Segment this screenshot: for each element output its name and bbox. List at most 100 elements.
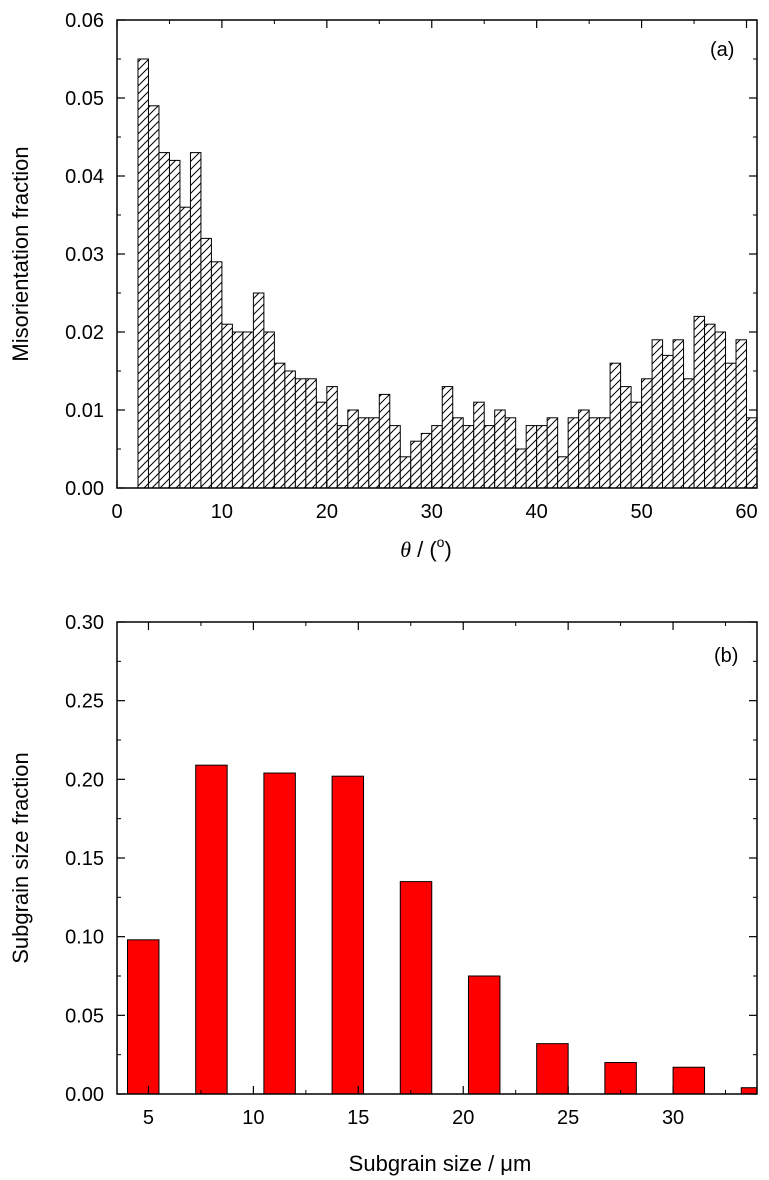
x-tick-label: 40 bbox=[526, 501, 548, 523]
histogram-bar bbox=[704, 323, 716, 489]
histogram-bar bbox=[326, 386, 338, 489]
histogram-bar bbox=[168, 159, 181, 489]
histogram-bar bbox=[305, 378, 317, 489]
histogram-bar bbox=[242, 331, 254, 489]
y-tick-label: 0.25 bbox=[65, 691, 104, 713]
histogram-bar bbox=[651, 339, 664, 489]
y-tick-label: 0.15 bbox=[65, 848, 104, 870]
size-bar bbox=[672, 1066, 706, 1095]
histogram-bar bbox=[158, 152, 170, 489]
histogram-bar bbox=[536, 425, 548, 489]
size-bar bbox=[536, 1043, 569, 1095]
histogram-bar bbox=[399, 456, 412, 489]
histogram-bar bbox=[294, 378, 307, 489]
panel-b-bar-chart: 0.000.050.100.150.200.250.305 10 15 20 25 30 … bbox=[8, 612, 758, 1176]
histogram-bar bbox=[410, 440, 422, 489]
y-tick-label: 0.30 bbox=[65, 612, 104, 634]
y-tick-label: 0.03 bbox=[65, 244, 104, 266]
histogram-bar bbox=[315, 401, 328, 489]
y-tick-label: 0.05 bbox=[65, 88, 104, 110]
histogram-bar bbox=[725, 362, 737, 489]
histogram-bar bbox=[357, 417, 370, 489]
histogram-bar bbox=[609, 362, 622, 489]
histogram-bar bbox=[252, 292, 265, 489]
histogram-bar bbox=[441, 386, 454, 489]
x-axis-title-rest: / ( bbox=[411, 537, 437, 562]
histogram-bar bbox=[735, 339, 748, 489]
y-tick-label: 0.20 bbox=[65, 769, 104, 791]
histogram-bar bbox=[368, 417, 380, 489]
histogram-bar bbox=[273, 362, 286, 489]
histogram-bar bbox=[210, 261, 223, 489]
histogram-bar bbox=[200, 237, 212, 489]
histogram-bar bbox=[284, 370, 296, 489]
histogram-bar bbox=[221, 323, 233, 489]
size-bar bbox=[195, 764, 228, 1095]
histogram-bar bbox=[693, 315, 706, 489]
panel-a-label: (a) bbox=[710, 39, 734, 61]
y-tick-label: 0.00 bbox=[65, 478, 104, 500]
panel-b-x-axis-title: Subgrain size / μm bbox=[349, 1151, 532, 1176]
size-bar bbox=[604, 1062, 637, 1095]
histogram-bar bbox=[263, 331, 275, 489]
histogram-bar bbox=[515, 448, 527, 489]
x-tick-label: 50 bbox=[630, 501, 652, 523]
y-tick-label: 0.01 bbox=[65, 400, 104, 422]
y-tick-label: 0.02 bbox=[65, 322, 104, 344]
histogram-bar bbox=[494, 409, 506, 489]
panel-b-y-axis-title: Subgrain size fraction bbox=[8, 752, 33, 964]
x-tick-label: 60 bbox=[735, 501, 757, 523]
x-axis-degree-symbol: o bbox=[437, 534, 445, 550]
x-tick-label: 30 bbox=[421, 501, 443, 523]
x-axis-title-close: ) bbox=[444, 537, 451, 562]
x-tick-label: 15 bbox=[347, 1107, 369, 1129]
x-tick-label: 10 bbox=[211, 501, 233, 523]
histogram-bar bbox=[683, 378, 695, 489]
histogram-bar bbox=[189, 152, 202, 489]
histogram-bar bbox=[137, 58, 149, 489]
histogram-bar bbox=[525, 425, 538, 489]
histogram-bar bbox=[578, 409, 590, 489]
panel-b-ticks: 0.00 0.05 0.10 0.15 0.20 0.25 0.30 5 10 15 20 25 30 bbox=[65, 612, 757, 1129]
histogram-bar bbox=[662, 354, 674, 489]
x-tick-label: 25 bbox=[557, 1107, 579, 1129]
histogram-bar bbox=[389, 425, 401, 489]
histogram-bar bbox=[588, 417, 601, 489]
y-tick-label: 0.04 bbox=[65, 166, 104, 188]
panel-a-ticks: 0.00 0.01 0.02 0.03 0.04 0.05 0.06 0 10 20 30 40 50 6… bbox=[65, 10, 758, 523]
histogram-bar bbox=[567, 417, 580, 489]
x-axis-theta-symbol: θ bbox=[400, 537, 411, 562]
histogram-bar bbox=[672, 339, 685, 489]
panel-a-histogram: 0.00 0.01 0.02 0.03 0.04 0.05 0.06 0 10 20 30 40 50 6… bbox=[8, 10, 758, 562]
panel-a-x-axis-title: θ / (o) bbox=[400, 534, 452, 562]
histogram-bar bbox=[462, 425, 475, 489]
histogram-bar bbox=[420, 432, 433, 489]
histogram-bar bbox=[599, 417, 611, 489]
histogram-bar bbox=[473, 401, 485, 489]
y-tick-label: 0.06 bbox=[65, 10, 104, 32]
x-tick-label: 10 bbox=[242, 1107, 264, 1129]
x-tick-label: 5 bbox=[143, 1107, 154, 1129]
size-bar bbox=[740, 1087, 758, 1095]
histogram-bar bbox=[746, 417, 758, 489]
histogram-bar bbox=[179, 206, 191, 489]
panel-a-bars bbox=[137, 58, 758, 489]
panel-a-y-axis-title: Misorientation fraction bbox=[8, 146, 33, 361]
y-tick-label: 0.05 bbox=[65, 1005, 104, 1027]
histogram-bar bbox=[483, 425, 496, 489]
size-bar bbox=[331, 775, 365, 1095]
panel-b-bars bbox=[126, 764, 758, 1095]
panel-b-label: (b) bbox=[714, 645, 738, 667]
histogram-bar bbox=[620, 386, 632, 489]
histogram-bar bbox=[641, 378, 653, 489]
histogram-bar bbox=[347, 409, 359, 489]
histogram-bar bbox=[452, 417, 464, 489]
size-bar bbox=[467, 975, 501, 1095]
x-tick-label: 20 bbox=[316, 501, 338, 523]
histogram-bar bbox=[231, 331, 244, 489]
histogram-bar bbox=[378, 393, 391, 489]
y-tick-label: 0.00 bbox=[65, 1084, 104, 1106]
y-tick-label: 0.10 bbox=[65, 927, 104, 949]
size-bar bbox=[126, 939, 160, 1095]
size-bar bbox=[263, 772, 296, 1095]
